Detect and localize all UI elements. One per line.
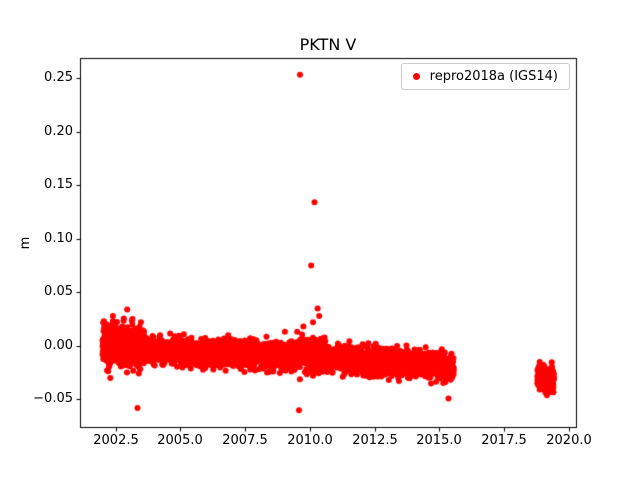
x-tick-label: 2015.0 xyxy=(416,433,462,448)
legend: repro2018a (IGS14) xyxy=(400,63,570,90)
x-tick-label: 2002.5 xyxy=(93,433,139,448)
y-tick-label: 0.00 xyxy=(44,338,73,353)
y-tick-label: 0.05 xyxy=(44,284,73,299)
x-tick-label: 2020.0 xyxy=(546,433,592,448)
x-tick-label: 2007.5 xyxy=(222,433,268,448)
x-tick-label: 2017.5 xyxy=(481,433,527,448)
y-tick-label: 0.25 xyxy=(44,70,73,85)
y-tick-label: −0.05 xyxy=(33,391,73,406)
legend-marker-icon xyxy=(412,73,420,80)
y-tick-label: 0.20 xyxy=(44,124,73,139)
y-tick-label: 0.15 xyxy=(44,177,73,192)
legend-label: repro2018a (IGS14) xyxy=(429,69,558,84)
x-tick-label: 2012.5 xyxy=(352,433,398,448)
x-tick-label: 2010.0 xyxy=(287,433,333,448)
chart-title: PKTN V xyxy=(299,35,357,54)
y-tick-label: 0.10 xyxy=(44,231,73,246)
x-tick-label: 2005.0 xyxy=(157,433,203,448)
